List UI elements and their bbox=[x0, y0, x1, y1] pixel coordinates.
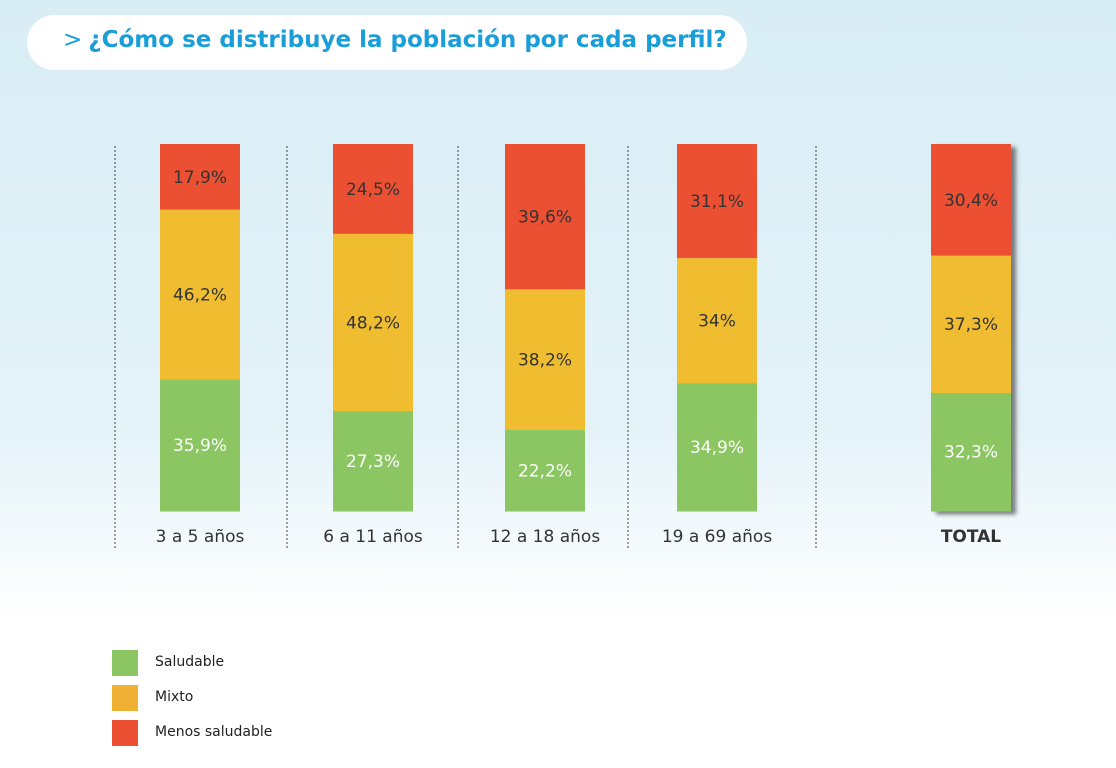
legend-swatch-menos-saludable bbox=[112, 720, 138, 746]
legend-label-saludable: Saludable bbox=[155, 654, 225, 670]
bar-group-0 bbox=[160, 144, 240, 512]
title-box: > ¿Cómo se distribuye la población por ca… bbox=[27, 15, 747, 70]
category-label: TOTAL bbox=[941, 527, 1001, 547]
page-title: > ¿Cómo se distribuye la población por ca… bbox=[63, 27, 727, 53]
data-label: 24,5% bbox=[346, 180, 400, 200]
bar-segment bbox=[677, 382, 757, 512]
category-label: 19 a 69 años bbox=[662, 527, 772, 547]
title-prefix: > bbox=[63, 27, 83, 53]
bar-segment bbox=[931, 392, 1011, 512]
bar-segment bbox=[931, 255, 1011, 393]
data-label: 17,9% bbox=[173, 168, 227, 188]
legend-swatch-saludable bbox=[112, 650, 138, 676]
data-label: 30,4% bbox=[944, 191, 998, 211]
bar-group-3 bbox=[677, 144, 757, 512]
data-label: 35,9% bbox=[173, 436, 227, 456]
data-label: 22,2% bbox=[518, 461, 572, 481]
bar-segment bbox=[505, 289, 585, 431]
bar-group-4 bbox=[931, 144, 1011, 512]
bar-segment bbox=[505, 429, 585, 512]
legend-swatch-mixto bbox=[112, 685, 138, 711]
data-label: 46,2% bbox=[173, 285, 227, 305]
bar-group-2 bbox=[505, 144, 585, 512]
bar-segment bbox=[160, 209, 240, 380]
title-text: ¿Cómo se distribuye la población por cad… bbox=[88, 27, 727, 53]
data-label: 39,6% bbox=[518, 208, 572, 228]
bar-segment bbox=[160, 144, 240, 210]
bar-segment bbox=[333, 410, 413, 512]
bar-segment bbox=[333, 144, 413, 234]
bar-segment bbox=[931, 144, 1011, 256]
category-label: 12 a 18 años bbox=[490, 527, 600, 547]
bar-group-1 bbox=[333, 144, 413, 512]
stacked-bar-chart: 35,9% 46,2% 17,9% 3 a 5 años 27,3% 48,2% 24,5%… bbox=[114, 144, 1011, 548]
data-label: 34% bbox=[698, 312, 736, 332]
data-label: 38,2% bbox=[518, 350, 572, 370]
bar-segment bbox=[677, 144, 757, 259]
legend-label-mixto: Mixto bbox=[155, 689, 194, 705]
legend-label-menos-saludable: Menos saludable bbox=[155, 724, 273, 740]
category-label: 3 a 5 años bbox=[156, 527, 245, 547]
data-label: 34,9% bbox=[690, 438, 744, 458]
data-label: 27,3% bbox=[346, 452, 400, 472]
bar-segment bbox=[333, 233, 413, 412]
data-label: 37,3% bbox=[944, 315, 998, 335]
data-label: 48,2% bbox=[346, 313, 400, 333]
bar-segment bbox=[505, 144, 585, 290]
bar-segment bbox=[160, 379, 240, 512]
data-label: 32,3% bbox=[944, 443, 998, 463]
category-label: 6 a 11 años bbox=[323, 527, 423, 547]
bar-segment bbox=[677, 258, 757, 384]
data-label: 31,1% bbox=[690, 192, 744, 212]
